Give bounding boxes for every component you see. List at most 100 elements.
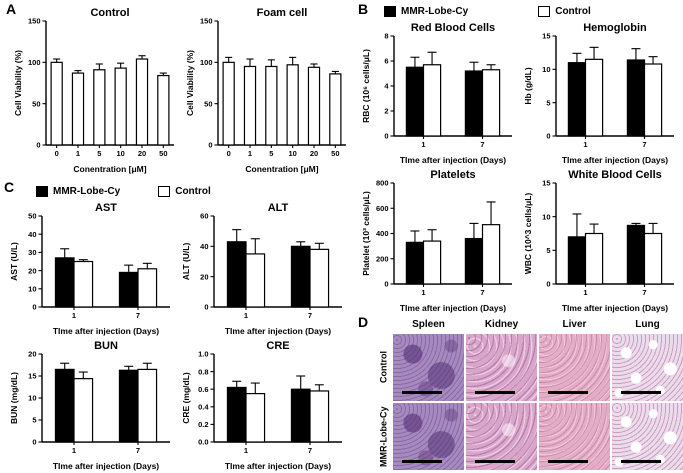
svg-text:5: 5 (546, 246, 550, 255)
chart-cell-viability-foamcell: Foam cell 0 50 100 150 Cell Viability (%) 0 1 5 1… (184, 5, 352, 175)
scale-bar (402, 390, 442, 394)
svg-text:15: 15 (28, 372, 36, 381)
svg-text:7: 7 (308, 311, 312, 320)
svg-text:Red Blood Cells: Red Blood Cells (411, 22, 495, 34)
svg-text:1: 1 (583, 288, 587, 297)
svg-text:Platelet (10³ cells/μL): Platelet (10³ cells/μL) (361, 191, 371, 276)
svg-text:1: 1 (244, 446, 248, 455)
svg-text:600: 600 (376, 204, 389, 213)
svg-text:RBC (10⁶ cells/μL): RBC (10⁶ cells/μL) (361, 49, 371, 123)
svg-text:8: 8 (384, 32, 388, 41)
svg-text:10: 10 (288, 149, 296, 158)
svg-text:50: 50 (204, 99, 212, 108)
scale-bar (402, 459, 442, 463)
svg-text:0: 0 (55, 149, 59, 158)
chart-ast: AST 0 10 20 30 40 50 AST (U/L) 1 7 TIme after inje… (8, 200, 176, 337)
svg-text:0: 0 (384, 280, 388, 289)
svg-text:White Blood Cells: White Blood Cells (568, 169, 662, 181)
legend-swatch-mmr-lobe-cy (36, 186, 48, 197)
tissue-image-mmr-lobe-cy-lung (612, 403, 683, 470)
svg-text:TIme after injection (Days): TIme after injection (Days) (225, 326, 331, 336)
bar-chart-svg: Red Blood Cells 0 2 4 6 8 RBC (10⁶ cells/μL) 1 7… (361, 22, 512, 165)
svg-text:7: 7 (480, 140, 484, 149)
svg-text:Foam cell: Foam cell (257, 7, 308, 19)
svg-text:0: 0 (384, 132, 388, 141)
histology-grid: Spleen Kidney Liver Lung Control MMR-Lobe-Cy (376, 317, 683, 470)
svg-text:1: 1 (583, 140, 587, 149)
svg-text:1: 1 (72, 446, 76, 455)
bar-chart-svg: CRE 0.0 0.2 0.4 0.6 0.8 1.0 CRE (mg/dL) 1 7 TIme a… (181, 340, 342, 471)
svg-text:5: 5 (546, 98, 550, 107)
svg-text:0.2: 0.2 (198, 420, 208, 429)
legend-swatch-mmr-lobe-cy (384, 6, 396, 17)
legend-panel-b: MMR-Lobe-Cy Control (384, 4, 591, 19)
svg-text:400: 400 (376, 229, 389, 238)
tissue-image-control-kidney (466, 334, 537, 401)
legend-label-control: Control (175, 186, 211, 197)
svg-text:5: 5 (32, 416, 36, 425)
svg-text:BUN: BUN (94, 340, 118, 352)
svg-text:5: 5 (269, 149, 273, 158)
svg-text:Control: Control (90, 7, 129, 19)
svg-text:1: 1 (72, 311, 76, 320)
svg-text:0.4: 0.4 (198, 403, 209, 412)
svg-text:50: 50 (159, 149, 167, 158)
svg-text:TIme after injection (Days): TIme after injection (Days) (562, 303, 668, 313)
chart-cre: CRE 0.0 0.2 0.4 0.6 0.8 1.0 CRE (mg/dL) 1 7 TIme a… (180, 338, 348, 472)
svg-text:15: 15 (542, 179, 550, 188)
svg-text:1: 1 (421, 288, 425, 297)
svg-text:10: 10 (28, 285, 36, 294)
group-label-control: Control (378, 351, 389, 384)
chart-cell-viability-control: Control 0 50 100 150 Cell Viability (%) 0 1 5 10 2… (12, 5, 180, 175)
svg-text:0: 0 (32, 303, 36, 312)
bar-chart-svg: Foam cell 0 50 100 150 Cell Viability (%) 0 1 5 1… (185, 7, 346, 174)
svg-text:150: 150 (28, 17, 41, 26)
svg-text:AST (U/L): AST (U/L) (9, 242, 19, 281)
tissue-image-mmr-lobe-cy-spleen (393, 403, 464, 470)
svg-text:7: 7 (136, 446, 140, 455)
svg-text:2: 2 (384, 107, 388, 116)
svg-text:20: 20 (200, 272, 208, 281)
svg-text:10: 10 (542, 212, 550, 221)
bar-chart-svg: AST 0 10 20 30 40 50 AST (U/L) 1 7 TIme after inje… (9, 202, 170, 336)
bar-chart-svg: Hemoglobin 0 5 10 15 Hb (g/dL) 1 7 TIme after in… (523, 22, 674, 165)
svg-text:Cell Viability (%): Cell Viability (%) (185, 50, 195, 116)
organ-header-lung: Lung (635, 319, 660, 330)
svg-text:ALT: ALT (268, 202, 289, 214)
bar-chart-svg: White Blood Cells 0 5 10 15 WBC (10^3 cells/μ… (523, 169, 674, 313)
chart-bun: BUN 0 5 10 15 20 BUN (mg/dL) 1 7 TIme after injec… (8, 338, 176, 472)
chart-platelets: Platelets 0 200 400 600 800 Platelet (10³ cell… (360, 167, 518, 314)
svg-text:TIme after injection (Days): TIme after injection (Days) (53, 461, 159, 471)
group-label-mmr-lobe-cy: MMR-Lobe-Cy (378, 406, 389, 467)
chart-alt: ALT 0 20 40 60 ALT (U/L) 1 7 TIme after injectio… (180, 200, 348, 337)
organ-header-liver: Liver (562, 319, 587, 330)
svg-text:15: 15 (542, 32, 550, 41)
svg-text:Platelets: Platelets (430, 169, 475, 181)
svg-text:0: 0 (208, 141, 212, 150)
panel-d-label: D (358, 314, 369, 330)
svg-text:Conentration [μM]: Conentration [μM] (245, 164, 318, 174)
legend-item-mmr-lobe-cy: MMR-Lobe-Cy (36, 186, 120, 197)
svg-text:20: 20 (28, 350, 36, 359)
svg-text:TIme after injection (Days): TIme after injection (Days) (562, 155, 668, 165)
chart-hemoglobin: Hemoglobin 0 5 10 15 Hb (g/dL) 1 7 TIme after in… (522, 20, 680, 166)
svg-text:40: 40 (200, 242, 208, 251)
legend-label-control: Control (555, 6, 591, 17)
tissue-image-mmr-lobe-cy-kidney (466, 403, 537, 470)
svg-text:BUN (mg/dL): BUN (mg/dL) (9, 372, 19, 424)
svg-text:0.6: 0.6 (198, 385, 208, 394)
svg-text:0: 0 (36, 141, 40, 150)
svg-text:50: 50 (32, 99, 40, 108)
svg-text:CRE: CRE (266, 340, 289, 352)
svg-text:0.8: 0.8 (198, 367, 208, 376)
tissue-image-mmr-lobe-cy-liver (539, 403, 610, 470)
svg-text:TIme after injection (Days): TIme after injection (Days) (225, 461, 331, 471)
svg-text:WBC (10^3 cells/μL): WBC (10^3 cells/μL) (523, 193, 533, 275)
svg-text:Cell Viability (%): Cell Viability (%) (13, 50, 23, 116)
bar-chart-svg: BUN 0 5 10 15 20 BUN (mg/dL) 1 7 TIme after injec… (9, 340, 170, 471)
svg-text:100: 100 (28, 58, 41, 67)
svg-text:6: 6 (384, 57, 388, 66)
scale-bar (621, 390, 661, 394)
svg-text:50: 50 (28, 212, 36, 221)
panel-b-label: B (358, 1, 369, 17)
